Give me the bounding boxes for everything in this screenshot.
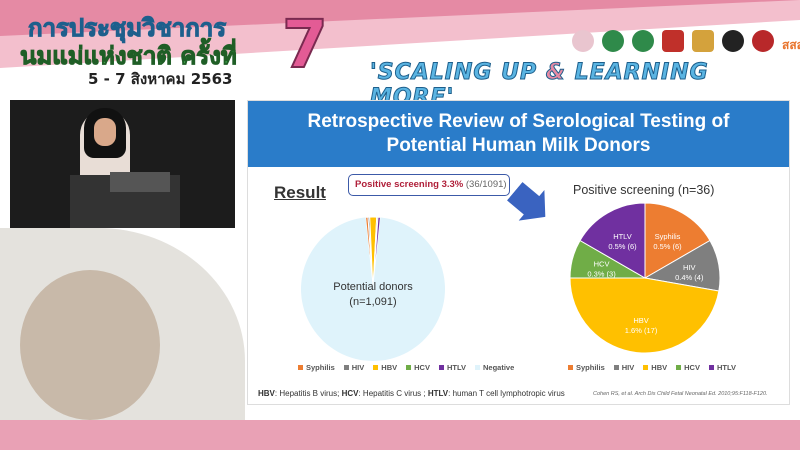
slide-title-line1: Retrospective Review of Serological Test…: [307, 111, 730, 132]
legend-item-hcv: HCV: [406, 363, 430, 372]
slide-title-line2: Potential Human Milk Donors: [386, 135, 651, 156]
pie-slice-syphilis: [644, 202, 711, 279]
conference-dates: 5 - 7 สิงหาคม 2563: [88, 70, 233, 88]
pie-data-label: 0.5% (6): [653, 242, 682, 251]
pie-category-label: HIV: [683, 263, 696, 272]
legend-swatch-icon: [298, 365, 303, 370]
legend-item-hbv: HBV: [643, 363, 667, 372]
pie-slice-hbv: [569, 277, 720, 354]
positive-pie-title: Positive screening (n=36): [573, 183, 715, 197]
legend-swatch-icon: [373, 365, 379, 370]
conference-title-line2: นมแม่แห่งชาติ ครั้งที่: [20, 42, 238, 71]
legend-swatch-icon: [613, 365, 619, 370]
slogan: 'SCALING UP & LEARNING MORE': [370, 60, 800, 111]
callout-bold: Positive screening 3.3%: [355, 179, 464, 190]
legend-swatch-icon: [676, 365, 682, 370]
footnote-abbr: HTLV: [427, 389, 449, 398]
donor-pie-chart: Potential donors (n=1,091): [301, 216, 445, 361]
legend-swatch-icon: [708, 365, 714, 370]
legend-swatch-icon: [343, 365, 349, 370]
conference-number: 7: [281, 5, 329, 84]
abbreviation-footnote: HBV: Hepatitis B virus; HCV: Hepatitis C…: [258, 389, 565, 398]
bottom-stripe: [0, 420, 800, 450]
legend-swatch-icon: [406, 365, 412, 370]
slogan-amp: &: [545, 60, 566, 86]
logo-3-icon: [632, 30, 654, 52]
legend-swatch-icon: [568, 365, 573, 370]
logo-sss: สสส: [782, 38, 800, 52]
pie-category-label: Syphilis: [655, 232, 681, 241]
logo-5-icon: [692, 30, 714, 52]
donor-pie-label: Potential donors: [333, 281, 413, 293]
legend-swatch-icon: [643, 365, 649, 370]
legend-item-htlv: HTLV: [708, 363, 736, 372]
pie-data-label: 0.3% (3): [587, 269, 616, 278]
pie-data-label: 0.5% (6): [608, 242, 637, 251]
positive-legend: Syphilis HIV HBV HCV HTLV: [568, 363, 736, 372]
footnote-abbr: HCV: [341, 389, 359, 398]
slide-header: Retrospective Review of Serological Test…: [248, 101, 789, 167]
pie-data-label: 0.4% (4): [675, 273, 704, 282]
arrow-icon: [502, 176, 558, 232]
pie-slice-negative: [301, 217, 445, 361]
logo-7-icon: [752, 30, 774, 52]
footnote-abbr: HBV: [258, 389, 275, 398]
donor-pie-count: (n=1,091): [349, 296, 396, 308]
result-heading: Result: [274, 183, 326, 202]
logo-6-icon: [722, 30, 744, 52]
speaker-video: [10, 100, 235, 228]
sponsor-logos: สสส: [572, 30, 800, 60]
logo-2-icon: [602, 30, 624, 52]
presentation-slide: Retrospective Review of Serological Test…: [247, 100, 790, 405]
legend-swatch-icon: [438, 365, 444, 370]
legend-item-hiv: HIV: [613, 363, 634, 372]
pie-data-label: 1.6% (17): [625, 326, 658, 335]
legend-item-syphilis: Syphilis: [568, 363, 605, 372]
legend-item-hcv: HCV: [676, 363, 700, 372]
speaker-face: [94, 118, 116, 146]
citation: Cohen RS, et al. Arch Dis Child Fetal Ne…: [593, 391, 768, 397]
slogan-part1: 'SCALING UP: [370, 60, 546, 86]
conference-title-line1: การประชุมวิชาการ: [27, 14, 227, 43]
pie-category-label: HBV: [633, 316, 648, 325]
legend-item-negative: Negative: [475, 363, 514, 372]
logo-4-icon: [662, 30, 684, 52]
legend-item-syphilis: Syphilis: [298, 363, 335, 372]
pie-slice-htlv: [372, 216, 381, 290]
donor-legend: Syphilis HIV HBV HCV HTLV Negative: [298, 363, 514, 372]
positive-callout: Positive screening 3.3% (36/1091): [348, 174, 510, 196]
legend-item-hiv: HIV: [343, 363, 364, 372]
logo-1-icon: [572, 30, 594, 52]
legend-item-hbv: HBV: [373, 363, 397, 372]
pie-slice-htlv: [579, 202, 646, 279]
pie-category-label: HCV: [594, 259, 610, 268]
pie-category-label: HTLV: [613, 232, 632, 241]
laptop: [110, 172, 170, 192]
legend-swatch-icon: [475, 365, 480, 370]
legend-item-htlv: HTLV: [438, 363, 466, 372]
callout-rest: (36/1091): [463, 179, 507, 190]
child-face-image: [20, 270, 160, 420]
